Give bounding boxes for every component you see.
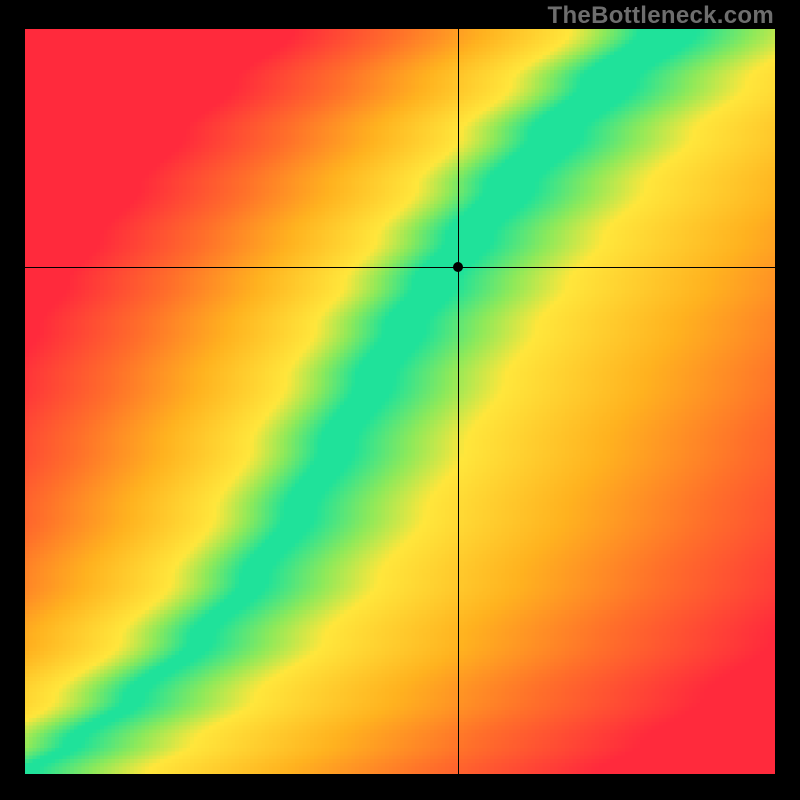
heatmap-plot-area [25,29,775,774]
chart-container: TheBottleneck.com [0,0,800,800]
heatmap-canvas [25,29,775,774]
crosshair-dot [453,262,463,272]
watermark-text: TheBottleneck.com [548,2,774,30]
crosshair-horizontal [25,267,775,268]
crosshair-vertical [458,29,459,774]
